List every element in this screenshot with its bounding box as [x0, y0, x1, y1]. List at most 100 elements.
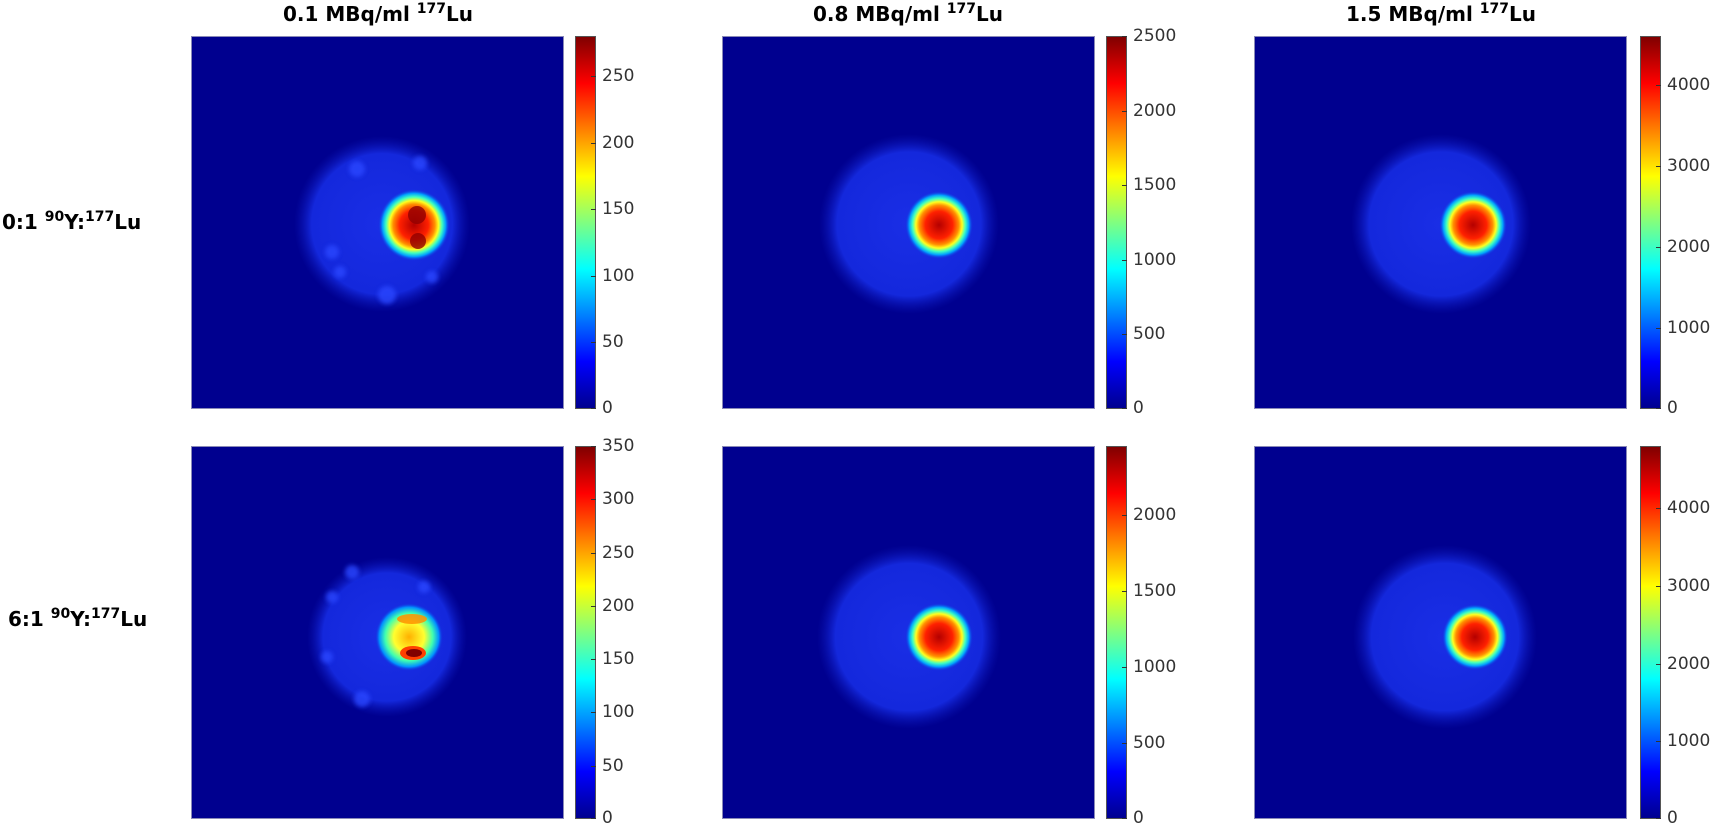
colorbar-tick: 50	[591, 756, 624, 776]
tick-label: 4000	[1667, 74, 1711, 95]
tick-mark	[591, 275, 596, 277]
colorbar-tick: 0	[591, 398, 613, 418]
colorbar-ticks-r1c2: 0 500 1000 1500 2000 2500	[1106, 26, 1176, 418]
column-title-sup: 177	[946, 1, 977, 17]
tick-label: 350	[602, 436, 635, 456]
tick-label: 250	[602, 542, 635, 563]
tick-mark	[1656, 165, 1661, 167]
tick-mark	[591, 765, 596, 767]
colorbar-tick: 250	[591, 66, 634, 86]
tick-label: 2000	[1667, 236, 1711, 257]
tick-mark	[1656, 327, 1661, 329]
tick-mark	[1656, 818, 1661, 819]
colorbar-tick: 150	[591, 199, 634, 219]
colorbar-ticks-r2c1: 0 50 100 150 200 250 300 350	[575, 436, 635, 828]
tick-label: 100	[602, 702, 635, 723]
column-title-suffix: Lu	[446, 2, 474, 26]
colorbar-tick: 500	[1122, 324, 1165, 344]
phantom-image	[294, 136, 470, 312]
colorbar-ticks-r2c2: 0 500 1000 1500 2000	[1106, 446, 1177, 828]
tick-mark	[1122, 36, 1127, 37]
tick-mark	[1122, 666, 1127, 668]
row-label-prefix: 6:1	[8, 607, 51, 631]
column-title-sup: 177	[1479, 1, 1510, 17]
column-title-sup: 177	[416, 1, 447, 17]
tick-label: 500	[1133, 732, 1166, 753]
tick-mark	[591, 552, 596, 554]
tick-mark	[591, 142, 596, 144]
tick-mark	[1122, 185, 1127, 187]
column-title-2: 0.8 MBq/ml 177Lu	[813, 2, 1003, 26]
colorbar-tick: 250	[591, 543, 634, 563]
colorbar-tick: 1000	[1122, 250, 1176, 270]
tick-mark	[1656, 84, 1661, 86]
tick-mark	[1656, 508, 1661, 510]
tick-mark	[1656, 741, 1661, 743]
row-label-sup: 90	[50, 606, 71, 622]
tick-label: 1500	[1133, 175, 1177, 196]
colorbar-ticks-r2c3: 0 1000 2000 3000 4000	[1640, 446, 1720, 828]
colorbar-tick: 1500	[1122, 175, 1176, 195]
tick-label: 1000	[1133, 656, 1177, 677]
tick-label: 0	[602, 808, 613, 828]
tick-label: 3000	[1667, 575, 1711, 596]
row-label-1: 0:1 90Y:177Lu	[2, 210, 141, 234]
colorbar-r2c1	[575, 446, 596, 819]
heatmap-panel-r1c2	[722, 36, 1095, 409]
tick-label: 50	[602, 332, 624, 353]
column-title-text: 0.1 MBq/ml	[282, 2, 417, 26]
phantom-image	[817, 545, 1001, 729]
tick-mark	[591, 499, 596, 501]
tick-mark	[591, 659, 596, 661]
colorbar-tick: 4000	[1656, 75, 1710, 95]
column-title-suffix: Lu	[976, 2, 1004, 26]
tick-label: 1000	[1667, 317, 1711, 338]
tick-label: 3000	[1667, 155, 1711, 176]
colorbar-tick: 2000	[1122, 101, 1176, 121]
colorbar-ticks-r1c3: 0 1000 2000 3000 4000	[1640, 36, 1720, 418]
tick-label: 200	[602, 132, 635, 153]
row-label-suffix: Lu	[114, 210, 142, 234]
colorbar-tick: 2500	[1122, 26, 1176, 46]
column-title-text: 0.8 MBq/ml	[812, 2, 947, 26]
tick-mark	[1656, 408, 1661, 409]
colorbar-tick: 2000	[1122, 505, 1176, 525]
tick-label: 0	[1133, 808, 1144, 828]
tick-label: 2000	[1133, 504, 1177, 525]
tick-label: 2000	[1667, 653, 1711, 674]
tick-label: 2000	[1133, 100, 1177, 121]
colorbar-tick: 100	[591, 266, 634, 286]
tick-label: 1000	[1667, 731, 1711, 752]
colorbar-tick: 4000	[1656, 498, 1710, 518]
tick-mark	[591, 408, 596, 409]
tick-label: 150	[602, 649, 635, 670]
tick-label: 500	[1133, 324, 1166, 345]
heatmap-panel-r1c3	[1254, 36, 1627, 409]
tick-label: 2500	[1133, 26, 1177, 46]
tick-label: 200	[602, 595, 635, 616]
colorbar-tick: 350	[591, 436, 634, 456]
tick-label: 150	[602, 199, 635, 220]
tick-label: 1000	[1133, 249, 1177, 270]
phantom-image	[307, 557, 467, 717]
colorbar-tick: 1500	[1122, 581, 1176, 601]
tick-mark	[591, 342, 596, 344]
colorbar-tick: 0	[1122, 808, 1144, 828]
colorbar-r1c1	[575, 36, 596, 409]
tick-label: 250	[602, 65, 635, 86]
row-label-sup: 177	[85, 209, 115, 225]
tick-mark	[1122, 259, 1127, 261]
heatmap-panel-r2c3	[1254, 446, 1627, 819]
tick-label: 4000	[1667, 498, 1711, 519]
tick-mark	[591, 712, 596, 714]
colorbar-r2c2	[1106, 446, 1127, 819]
phantom-image	[1351, 134, 1531, 314]
tick-mark	[591, 75, 596, 77]
tick-mark	[591, 446, 596, 447]
tick-mark	[1122, 818, 1127, 819]
colorbar-r1c2	[1106, 36, 1127, 409]
colorbar-tick: 200	[591, 133, 634, 153]
column-title-text: 1.5 MBq/ml	[1345, 2, 1480, 26]
tick-mark	[1122, 408, 1127, 409]
colorbar-tick: 500	[1122, 733, 1165, 753]
